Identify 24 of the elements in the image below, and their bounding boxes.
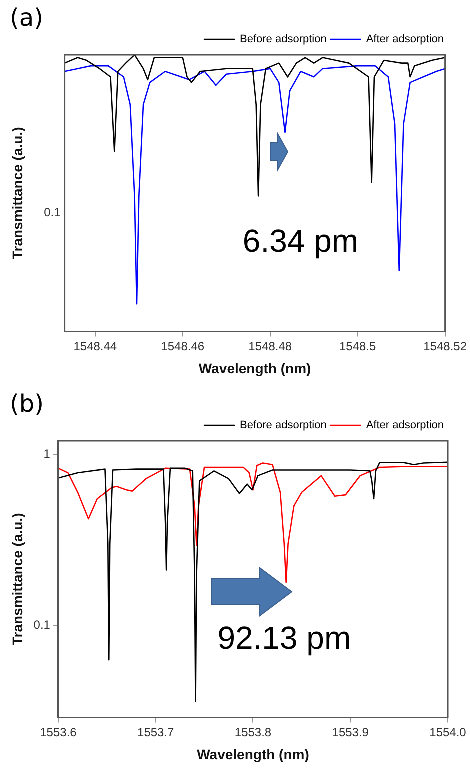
- x-axis-title: Wavelength (nm): [198, 360, 312, 376]
- x-tick-label: 1548.52: [424, 339, 468, 354]
- x-tick-label: 1554.0: [430, 725, 467, 740]
- annotation: 92.13 pm: [218, 620, 352, 656]
- legend-label: Before adsorption: [240, 420, 327, 432]
- x-tick-label: 1548.48: [248, 339, 292, 354]
- x-tick-label: 1553.6: [40, 725, 78, 740]
- chart-title: (b): [10, 390, 44, 418]
- x-tick-label: 1553.8: [234, 725, 272, 740]
- x-tick-label: 1553.7: [138, 725, 175, 740]
- y-axis-title: Transmittance (a.u.): [9, 513, 26, 646]
- chart-title: (a): [10, 4, 44, 32]
- annotation: 6.34 pm: [242, 223, 359, 260]
- legend-label: After adsorption: [366, 34, 444, 46]
- x-axis-title: Wavelength (nm): [197, 746, 310, 762]
- x-tick-label: 1548.44: [74, 339, 118, 354]
- x-tick-label: 1553.9: [332, 725, 370, 740]
- x-tick-label: 1548.46: [161, 339, 205, 354]
- legend-label: After adsorption: [366, 420, 444, 432]
- legend-label: Before adsorption: [240, 34, 327, 46]
- text: 0.1: [44, 206, 62, 220]
- x-tick-label: 1548.5: [339, 339, 377, 354]
- y-axis-title: Transmittance (a.u.): [9, 127, 26, 260]
- y-tick-label: 1: [44, 446, 51, 461]
